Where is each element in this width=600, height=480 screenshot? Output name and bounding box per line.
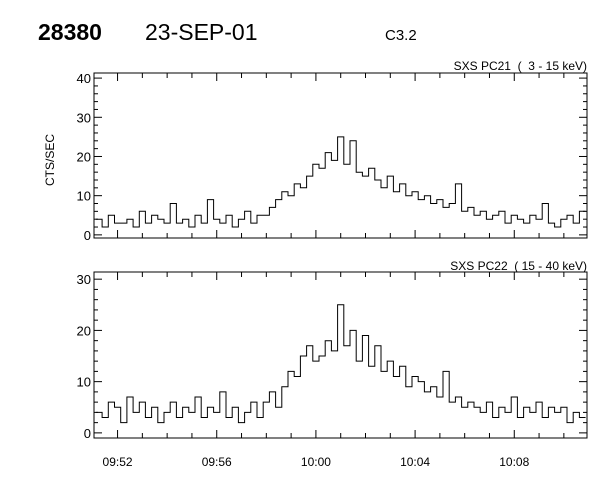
y-tick-label: 40 [77, 71, 91, 86]
x-tick-label: 09:56 [202, 455, 232, 469]
flare-class: C3.2 [385, 27, 417, 44]
x-tick-label: 10:04 [400, 455, 430, 469]
count-rate-series [95, 304, 586, 424]
y-axis-label: CTS/SEC [43, 134, 57, 186]
panel2-title: SXS PC22 ( 15 - 40 keV) [450, 259, 587, 273]
panel1-title: SXS PC21 ( 3 - 15 keV) [454, 59, 587, 73]
panel-pc21: 0 10 20 30 40 [77, 71, 588, 243]
y-tick-label: 30 [77, 272, 91, 287]
x-tick-label: 10:08 [499, 455, 529, 469]
y-tick-label: 0 [84, 228, 91, 243]
plot-frame [93, 271, 588, 439]
panel-pc22: 09:52 09:56 10:00 10:04 10:08 0 10 20 30 [77, 271, 588, 469]
y-tick-label: 10 [77, 375, 91, 390]
count-rate-series [95, 136, 586, 228]
y-tick-label: 20 [77, 323, 91, 338]
y-tick-label: 10 [77, 189, 91, 204]
plot-frame [93, 72, 588, 239]
y-tick-label: 20 [77, 149, 91, 164]
event-id: 28380 [38, 19, 102, 45]
x-tick-label: 10:00 [301, 455, 331, 469]
event-date: 23-SEP-01 [145, 19, 258, 45]
x-tick-label: 09:52 [103, 455, 133, 469]
y-tick-label: 30 [77, 110, 91, 125]
y-tick-label: 0 [84, 426, 91, 441]
